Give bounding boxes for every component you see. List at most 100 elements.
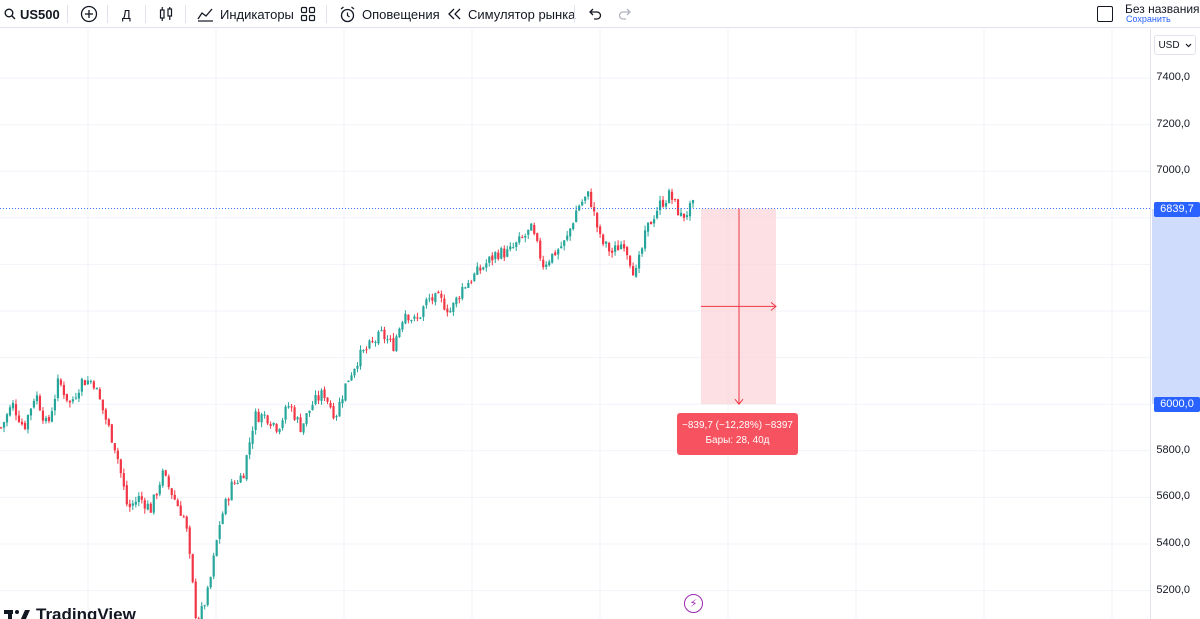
candle-up: [434, 293, 437, 303]
candle-down: [443, 298, 446, 310]
candle-up: [260, 414, 263, 423]
candle-down: [317, 395, 320, 401]
candle-up: [643, 230, 647, 249]
candle-up: [473, 273, 476, 282]
tradingview-logo-icon: [4, 610, 30, 619]
candle-up: [50, 411, 54, 422]
candle-down: [649, 221, 653, 225]
candle-up: [347, 380, 350, 383]
layout-checkbox-icon[interactable]: [1097, 6, 1113, 22]
price-axis[interactable]: USD 7400,07200,07000,06800,06600,06400,0…: [1150, 29, 1200, 619]
candle-down: [17, 415, 21, 423]
candle-up: [284, 406, 287, 420]
candle-up: [8, 407, 12, 416]
candle-up: [377, 331, 380, 344]
compare-button[interactable]: [80, 0, 98, 28]
candle-down: [68, 400, 72, 403]
candle-up: [152, 494, 155, 513]
candle-down: [416, 317, 419, 319]
candle-up: [488, 256, 491, 263]
candle-down: [62, 385, 66, 396]
candle-down: [371, 341, 374, 343]
candle-up: [467, 282, 470, 288]
chart-type-button[interactable]: [158, 0, 174, 28]
candle-down: [110, 424, 113, 443]
candle-down: [661, 199, 665, 207]
layout-templates-button[interactable]: [300, 0, 316, 28]
candle-down: [185, 516, 188, 529]
candle-down: [92, 381, 95, 389]
candle-up: [557, 249, 560, 255]
symbol-search[interactable]: US500: [4, 0, 60, 28]
candle-up: [506, 249, 509, 257]
candle-down: [383, 329, 386, 340]
grid-icon: [300, 6, 316, 22]
candle-up: [410, 320, 413, 322]
currency-selector[interactable]: USD: [1154, 35, 1196, 55]
candle-up: [664, 202, 668, 207]
candle-up: [386, 339, 389, 341]
candle-up: [35, 395, 39, 402]
replay-button[interactable]: Симулятор рынка: [447, 0, 575, 28]
candle-down: [155, 494, 158, 496]
candle-up: [53, 398, 57, 411]
candle-down: [143, 500, 146, 509]
measure-range-highlight: [1152, 208, 1200, 405]
candle-down: [176, 500, 179, 507]
candle-down: [14, 404, 18, 416]
candle-up: [395, 336, 398, 352]
candle-down: [0, 427, 3, 429]
candle-up: [251, 430, 254, 444]
candle-down: [122, 473, 125, 487]
alerts-button[interactable]: Оповещения: [339, 0, 440, 28]
candle-up: [515, 242, 518, 247]
candle-up: [134, 501, 137, 505]
candle-up: [338, 401, 341, 417]
indicators-button[interactable]: Индикаторы: [197, 0, 294, 28]
save-layout-link[interactable]: Сохранить: [1126, 14, 1171, 24]
candle-up: [200, 606, 203, 619]
candle-down: [608, 243, 611, 252]
candle-up: [305, 413, 308, 424]
price-axis-label: 5800,0: [1156, 443, 1190, 456]
undo-button[interactable]: [587, 0, 602, 28]
candle-up: [688, 203, 692, 217]
candle-up: [374, 341, 377, 343]
layout-name[interactable]: Без названия: [1125, 2, 1200, 16]
candle-up: [425, 299, 428, 306]
candle-up: [545, 264, 548, 267]
candle-down: [622, 244, 626, 249]
candle-up: [401, 322, 404, 330]
price-axis-label: 7200,0: [1156, 117, 1190, 130]
candle-down: [182, 516, 185, 518]
toolbar-divider: [185, 5, 186, 23]
candle-up: [272, 422, 275, 425]
candle-up: [359, 349, 362, 367]
candle-down: [104, 409, 107, 420]
candle-up: [482, 267, 485, 270]
toolbar-divider: [67, 5, 68, 23]
candle-up: [311, 404, 314, 411]
candle-up: [569, 228, 572, 237]
chart-pane[interactable]: −839,7 (−12,28%) −8397 Бары: 28, 40д Tra…: [0, 29, 1150, 619]
candle-down: [392, 338, 395, 351]
replay-label: Симулятор рынка: [468, 6, 576, 22]
candle-up: [56, 378, 60, 398]
candle-up: [350, 375, 353, 381]
candle-down: [59, 379, 63, 385]
candle-up: [404, 313, 407, 324]
candle-up: [362, 349, 365, 352]
lightning-icon[interactable]: ⚡: [684, 594, 703, 613]
candle-up: [560, 246, 563, 249]
interval-button[interactable]: Д: [122, 6, 131, 22]
alarm-clock-icon: [339, 6, 356, 23]
candle-up: [245, 455, 248, 480]
candle-down: [290, 406, 293, 408]
candle-up: [413, 316, 416, 319]
candle-down: [332, 406, 335, 419]
redo-button[interactable]: [618, 0, 633, 28]
candlestick-chart[interactable]: [0, 29, 1150, 619]
alerts-label: Оповещения: [362, 6, 440, 22]
tradingview-logo[interactable]: TradingView: [4, 605, 136, 619]
candle-up: [422, 306, 425, 317]
